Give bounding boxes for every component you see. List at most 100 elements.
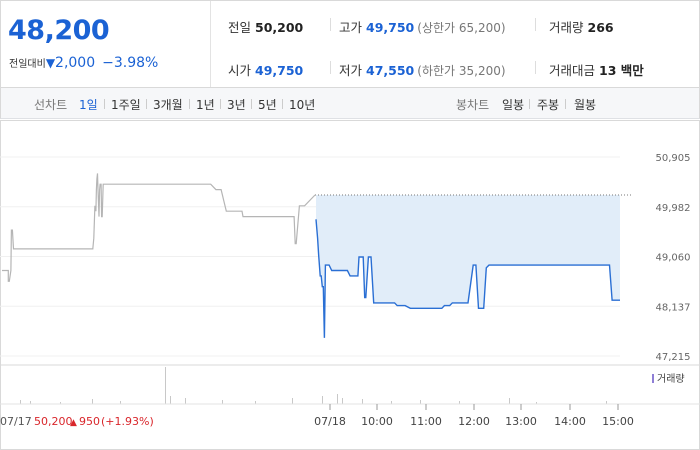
- divider: [330, 18, 331, 31]
- volume-bar: [120, 401, 121, 404]
- y-tick-label: 48,137: [656, 302, 691, 313]
- divider: [330, 61, 331, 74]
- prev-day-change-pct: (+1.93%): [101, 415, 154, 428]
- period-tab-3m[interactable]: 3개월: [153, 98, 183, 112]
- line-chart-label: 선차트: [34, 98, 68, 112]
- volume-bar: [222, 400, 223, 404]
- volume-bar: [337, 394, 338, 404]
- quote-info-grid: 전일 50,200 고가 49,750 (상한가 65,200) 거래량 266 시가 4…: [212, 1, 699, 87]
- change-label: 전일대비: [9, 59, 46, 70]
- volume-bar: [60, 402, 61, 404]
- volume-label: 거래량: [549, 20, 584, 35]
- volume-bar: [292, 398, 293, 404]
- prev-close-label: 전일: [228, 20, 252, 35]
- price-box: 48,200 전일대비▼2,000 −3.98%: [1, 1, 211, 87]
- volume-bar: [420, 400, 421, 404]
- lower-limit: (하한가 35,200): [417, 64, 506, 78]
- period-tab-3y[interactable]: 3년: [227, 98, 246, 112]
- y-tick-label: 50,905: [656, 153, 691, 164]
- period-tab-1d[interactable]: 1일: [79, 98, 98, 112]
- upper-limit: (상한가 65,200): [417, 21, 506, 35]
- today-series-line: [315, 219, 620, 338]
- x-tick-label: 12:00: [458, 415, 490, 428]
- candle-tab-daily[interactable]: 일봉: [502, 98, 525, 112]
- change-percent: −3.98%: [102, 55, 159, 71]
- divider: [535, 61, 536, 74]
- trade-value-cell: 거래대금 13 백만: [549, 60, 644, 79]
- stock-summary: 48,200 전일대비▼2,000 −3.98% 전일 50,200 고가 49,75…: [0, 0, 700, 88]
- volume-legend-label: 거래량: [657, 373, 685, 385]
- chart-frame: [0, 120, 700, 450]
- open-label: 시가: [228, 63, 252, 78]
- volume-bar: [606, 401, 607, 404]
- x-tick-label: 07/18: [314, 415, 346, 428]
- y-tick-label: 49,060: [656, 253, 691, 264]
- volume-bar: [92, 399, 93, 404]
- divider: [220, 99, 221, 109]
- volume-bar: [362, 399, 363, 404]
- x-tick-label: 14:00: [554, 415, 586, 428]
- low-cell: 저가 47,550 (하한가 35,200): [339, 60, 506, 79]
- candle-tab-monthly[interactable]: 월봉: [574, 98, 597, 112]
- volume-bar: [342, 398, 343, 404]
- current-price: 48,200: [8, 15, 110, 46]
- prev-day-close: 50,200: [34, 415, 73, 428]
- high-cell: 고가 49,750 (상한가 65,200): [339, 17, 506, 36]
- divider: [529, 99, 530, 109]
- prev-day-date: 07/17: [0, 415, 32, 428]
- volume-bar: [459, 401, 460, 404]
- volume-bar: [536, 402, 537, 404]
- divider: [104, 99, 105, 109]
- down-triangle-icon: ▼: [45, 56, 56, 70]
- volume-bar: [391, 401, 392, 404]
- chart-toolbar: 선차트 1일 1주일 3개월 1년 3년 5년 10년 봉차트 일봉 주봉 월봉: [0, 88, 700, 119]
- volume-bar: [170, 396, 171, 404]
- prev-day-series-line: [2, 173, 316, 282]
- change-row: 전일대비▼2,000 −3.98%: [9, 55, 158, 71]
- x-tick-label: 11:00: [410, 415, 442, 428]
- volume-bar: [185, 398, 186, 404]
- y-tick-label: 49,982: [656, 203, 691, 214]
- volume-bar: [20, 400, 21, 404]
- volume-cell: 거래량 266: [549, 17, 614, 36]
- prev-close-cell: 전일 50,200: [228, 17, 303, 36]
- period-tab-1w[interactable]: 1주일: [111, 98, 141, 112]
- price-chart-svg: 50,905 49,982 49,060 48,137 47,215 거래량 07/18…: [0, 120, 700, 450]
- divider: [535, 18, 536, 31]
- divider: [146, 99, 147, 109]
- volume-bar: [30, 401, 31, 404]
- candle-tab-weekly[interactable]: 주봉: [537, 98, 560, 112]
- volume-bar: [509, 398, 510, 404]
- low-value: 47,550: [366, 63, 415, 78]
- volume-legend-swatch: [652, 374, 654, 383]
- volume-bar: [322, 396, 323, 404]
- trade-value-label: 거래대금: [549, 63, 596, 78]
- volume-value: 266: [587, 20, 614, 35]
- high-label: 고가: [339, 20, 363, 35]
- x-axis: 07/18 10:00 11:00 12:00 13:00 14:00 15:00: [314, 404, 634, 428]
- open-cell: 시가 49,750: [228, 60, 303, 79]
- y-tick-label: 47,215: [656, 352, 691, 363]
- divider: [251, 99, 252, 109]
- open-value: 49,750: [255, 63, 304, 78]
- up-triangle-icon: ▲: [70, 418, 77, 428]
- today-area-fill: [316, 195, 620, 338]
- price-chart[interactable]: 50,905 49,982 49,060 48,137 47,215 거래량 07/18…: [0, 120, 700, 450]
- divider: [565, 99, 566, 109]
- volume-bars: [20, 367, 607, 404]
- period-tab-1y[interactable]: 1년: [196, 98, 215, 112]
- x-tick-label: 13:00: [505, 415, 537, 428]
- x-tick-label: 15:00: [602, 415, 634, 428]
- period-tab-5y[interactable]: 5년: [258, 98, 277, 112]
- prev-day-change: 950: [79, 415, 100, 428]
- prev-close-value: 50,200: [255, 20, 304, 35]
- volume-bar: [255, 401, 256, 404]
- divider: [282, 99, 283, 109]
- x-tick-label: 10:00: [361, 415, 393, 428]
- divider: [189, 99, 190, 109]
- candle-chart-label: 봉차트: [456, 98, 490, 112]
- trade-value-value: 13 백만: [599, 63, 644, 78]
- low-label: 저가: [339, 63, 363, 78]
- period-tab-10y[interactable]: 10년: [289, 98, 316, 112]
- high-value: 49,750: [366, 20, 415, 35]
